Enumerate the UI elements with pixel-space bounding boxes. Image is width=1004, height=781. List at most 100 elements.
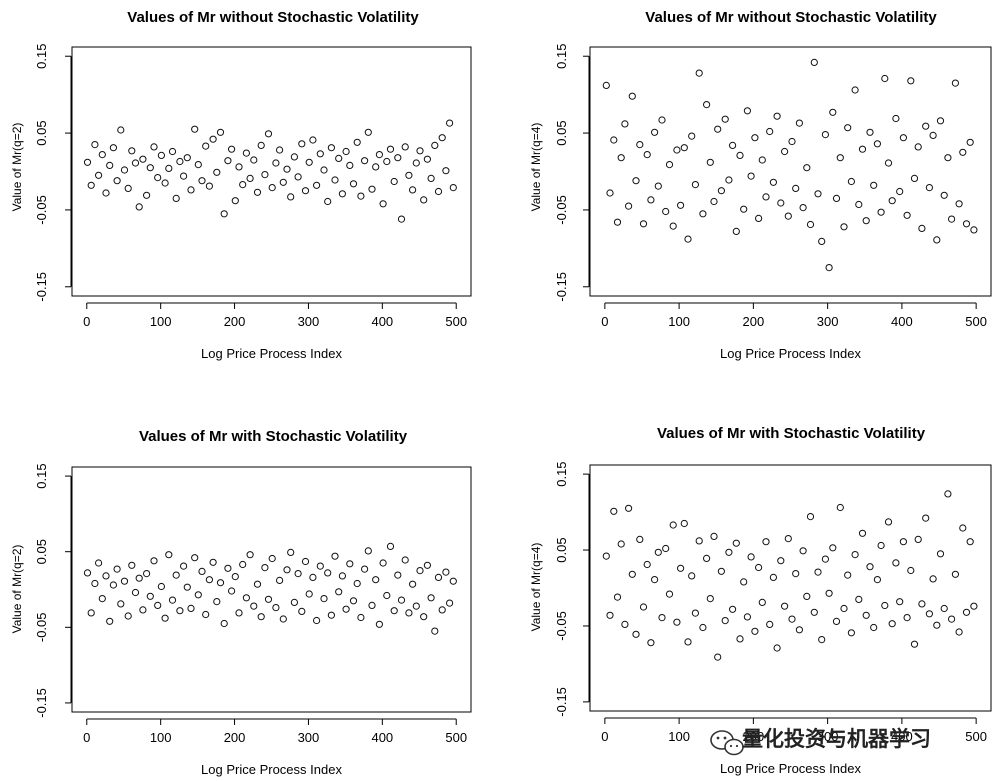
- data-point: [180, 562, 188, 570]
- data-point: [239, 560, 247, 569]
- data-point: [821, 555, 830, 563]
- data-point: [777, 199, 785, 207]
- x-axis: 0 100 200 300 400 500 Log Price Process Index: [601, 302, 987, 361]
- x-axis-label: Log Price Process Index: [720, 761, 861, 776]
- data-point: [788, 137, 796, 146]
- data-point: [342, 147, 350, 156]
- data-point: [95, 171, 103, 179]
- data-point: [120, 166, 129, 174]
- data-point: [331, 176, 339, 184]
- data-point: [390, 607, 398, 615]
- data-point: [643, 151, 651, 159]
- data-point: [762, 193, 770, 201]
- data-point: [420, 196, 428, 204]
- data-point: [643, 560, 651, 569]
- data-point: [914, 143, 922, 151]
- data-point: [320, 595, 328, 603]
- data-point: [613, 218, 622, 226]
- data-point: [154, 174, 162, 182]
- data-point: [639, 603, 648, 611]
- data-point: [191, 125, 199, 133]
- data-point: [91, 579, 99, 588]
- data-point: [665, 161, 674, 169]
- data-point: [353, 138, 361, 146]
- data-point: [416, 567, 424, 575]
- data-point: [862, 611, 870, 619]
- data-point: [858, 529, 867, 537]
- x-tick-label: 0: [83, 730, 90, 745]
- data-point: [665, 590, 674, 598]
- plot-frame: [589, 464, 992, 712]
- data-point: [632, 630, 640, 638]
- data-point: [691, 609, 700, 617]
- data-point: [442, 568, 450, 576]
- data-point: [784, 535, 792, 543]
- data-point: [91, 141, 99, 149]
- y-tick-label: 0.05: [34, 539, 49, 564]
- data-point: [180, 172, 188, 180]
- data-point: [298, 607, 306, 616]
- x-tick-label: 0: [601, 314, 608, 329]
- data-point: [397, 215, 406, 223]
- data-point: [216, 579, 225, 587]
- data-point: [636, 535, 644, 544]
- data-point: [892, 559, 900, 567]
- data-point: [773, 112, 781, 120]
- data-point: [747, 553, 755, 561]
- data-point: [695, 69, 703, 77]
- data-point: [194, 591, 202, 599]
- data-point: [766, 620, 774, 629]
- y-axis: -0.15 -0.05 0.05 0.15 Value of Mr(q=2): [10, 44, 72, 302]
- data-point: [688, 572, 696, 580]
- data-point: [172, 571, 180, 579]
- data-point: [825, 589, 833, 597]
- data-point: [131, 159, 140, 167]
- data-point: [936, 550, 945, 558]
- data-point: [907, 566, 915, 575]
- data-point: [446, 599, 454, 607]
- data-point: [788, 615, 796, 623]
- data-point: [449, 577, 457, 585]
- data-point: [740, 578, 748, 586]
- data-point: [602, 552, 610, 560]
- data-point: [305, 158, 313, 166]
- data-point: [272, 159, 280, 167]
- data-point: [717, 187, 726, 195]
- data-point: [684, 235, 692, 243]
- y-tick-label: -0.05: [34, 612, 49, 642]
- data-point: [313, 181, 321, 189]
- data-point: [717, 567, 726, 575]
- data-point: [102, 572, 110, 580]
- data-point: [832, 617, 841, 626]
- data-point: [257, 613, 265, 621]
- data-point: [83, 569, 92, 577]
- data-point: [213, 168, 221, 176]
- data-point: [290, 598, 298, 607]
- data-point: [194, 161, 202, 169]
- x-axis: 0 100 200 300 400 500 Log Price Process Index: [83, 718, 467, 777]
- data-point: [338, 572, 346, 580]
- x-tick-label: 0: [83, 314, 90, 329]
- data-point: [799, 547, 807, 555]
- data-point: [929, 131, 937, 139]
- data-point: [375, 151, 383, 159]
- data-point: [766, 127, 774, 136]
- data-point: [250, 156, 258, 164]
- data-point: [691, 181, 700, 189]
- data-point: [261, 171, 269, 179]
- data-point: [224, 564, 232, 572]
- data-point: [383, 591, 391, 600]
- y-tick-label: -0.15: [34, 688, 49, 718]
- data-point: [117, 126, 125, 134]
- data-point: [814, 568, 822, 576]
- data-point: [806, 513, 815, 521]
- data-point: [625, 504, 633, 512]
- data-point: [427, 174, 435, 182]
- data-point: [896, 187, 904, 196]
- data-point: [95, 559, 103, 567]
- data-point: [242, 149, 250, 157]
- chart-title: Values of Mr without Stochastic Volatili…: [127, 9, 419, 26]
- data-point: [364, 128, 372, 136]
- data-point: [821, 131, 830, 139]
- data-point: [944, 490, 952, 498]
